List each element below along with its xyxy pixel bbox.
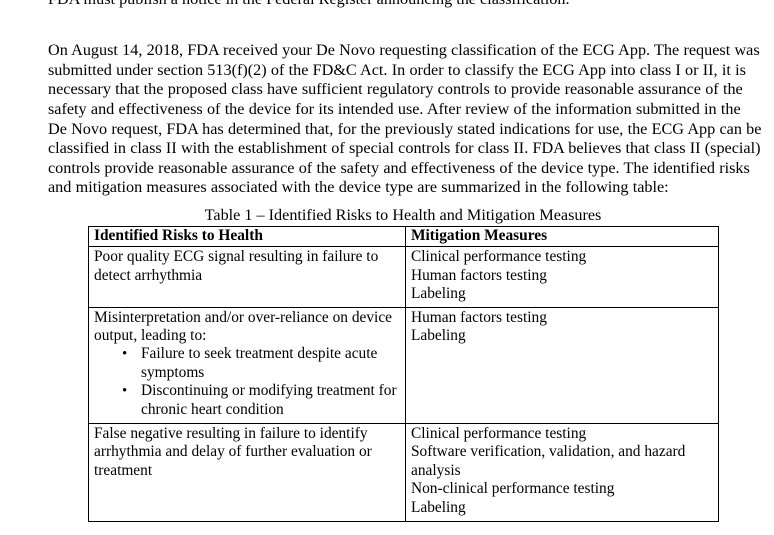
table-row: Poor quality ECG signal resulting in fai…: [88, 246, 719, 308]
risk-text: False negative resulting in failure to i…: [94, 425, 372, 479]
mitigation-item: Software verification, validation, and h…: [411, 443, 686, 479]
body-paragraph: On August 14, 2018, FDA received your De…: [48, 41, 762, 197]
risks-and-mitigations-table: Identified Risks to Health Mitigation Me…: [88, 225, 719, 523]
table-header-mitigation-measures: Mitigation Measures: [405, 225, 719, 248]
table-caption: Table 1 – Identified Risks to Health and…: [204, 206, 602, 224]
risk-text: Poor quality ECG signal resulting in fai…: [94, 248, 379, 284]
table-header-row: Identified Risks to Health Mitigation Me…: [88, 225, 719, 248]
mitigation-item: Labeling: [411, 285, 466, 303]
clipped-previous-line-container: FDA must publish a notice in the Federal…: [0, 0, 774, 8]
mitigation-cell: Human factors testing Labeling: [405, 306, 719, 425]
risk-text: Misinterpretation and/or over-reliance o…: [94, 308, 392, 345]
mitigation-item: Labeling: [411, 498, 466, 516]
mitigation-item: Human factors testing: [411, 308, 547, 326]
list-item: • Failure to seek treatment despite acut…: [94, 345, 401, 382]
mitigation-item: Clinical performance testing: [411, 248, 587, 266]
risk-bullet-list: • Failure to seek treatment despite acut…: [94, 345, 401, 419]
mitigation-cell: Clinical performance testing Human facto…: [405, 246, 719, 308]
list-item-label: Discontinuing or modifying treatment for…: [141, 382, 397, 418]
mitigation-item: Human factors testing: [411, 266, 547, 284]
clipped-previous-line: FDA must publish a notice in the Federal…: [48, 0, 570, 8]
mitigation-cell: Clinical performance testing Software ve…: [405, 423, 719, 523]
mitigation-item: Non-clinical performance testing: [411, 480, 615, 498]
list-item: • Discontinuing or modifying treatment f…: [94, 382, 401, 419]
risk-cell: False negative resulting in failure to i…: [88, 423, 406, 523]
mitigation-item: Labeling: [411, 327, 466, 345]
table-row: Misinterpretation and/or over-reliance o…: [88, 306, 719, 425]
mitigation-item: Clinical performance testing: [411, 425, 587, 443]
bullet-icon: •: [122, 382, 128, 399]
risk-cell: Poor quality ECG signal resulting in fai…: [88, 246, 406, 308]
list-item-label: Failure to seek treatment despite acute …: [141, 345, 378, 381]
table-row: False negative resulting in failure to i…: [88, 423, 719, 523]
risk-cell: Misinterpretation and/or over-reliance o…: [88, 306, 406, 425]
bullet-icon: •: [122, 345, 128, 362]
table-header-identified-risks: Identified Risks to Health: [88, 225, 406, 248]
